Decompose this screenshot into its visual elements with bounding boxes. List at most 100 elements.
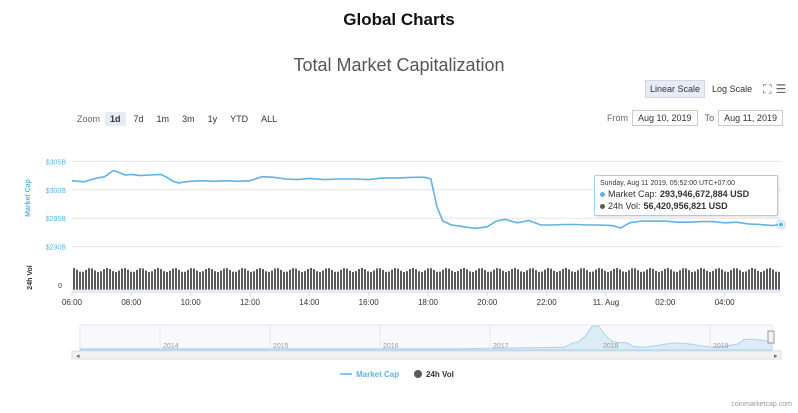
volume-bar — [274, 268, 276, 290]
volume-bar — [418, 271, 420, 290]
volume-bar — [370, 271, 372, 290]
volume-bar — [229, 269, 231, 290]
volume-bar — [85, 269, 87, 290]
volume-bar — [775, 271, 777, 290]
volume-bar — [283, 271, 285, 290]
y-tick-label: $305B — [46, 159, 67, 166]
volume-bar — [196, 270, 198, 290]
zoom-1d-button[interactable]: 1d — [105, 112, 126, 126]
volume-bar — [730, 270, 732, 290]
volume-bar — [685, 268, 687, 290]
volume-bar — [325, 268, 327, 290]
navigator-tick-label: 2014 — [163, 343, 179, 350]
volume-bar — [91, 268, 93, 290]
volume-bar — [724, 271, 726, 290]
volume-bar — [307, 269, 309, 290]
volume-bar — [496, 268, 498, 290]
navigator-handle[interactable] — [767, 330, 775, 344]
from-date-input[interactable]: Aug 10, 2019 — [632, 110, 698, 126]
navigator-tick-label: 2015 — [273, 343, 289, 350]
volume-bar — [310, 268, 312, 290]
volume-bar — [538, 271, 540, 290]
volume-bar — [397, 268, 399, 290]
volume-bar — [658, 271, 660, 290]
volume-bar — [463, 268, 465, 290]
volume-bar — [241, 268, 243, 290]
volume-bar — [82, 271, 84, 290]
x-tick-label: 10:00 — [181, 298, 202, 307]
zoom-1m-button[interactable]: 1m — [156, 114, 170, 124]
volume-bar — [763, 270, 765, 290]
zoom-1y-button[interactable]: 1y — [207, 114, 218, 124]
volume-bar — [160, 269, 162, 290]
volume-bar — [439, 271, 441, 290]
volume-bar — [253, 271, 255, 290]
volume-bar — [592, 271, 594, 290]
series-line-market-cap — [71, 169, 782, 230]
chart-tooltip: Sunday, Aug 11 2019, 05:52:00 UTC+07:00 … — [594, 175, 778, 216]
volume-bar — [181, 271, 183, 290]
scale-toggle: Linear Scale Log Scale ⛶ ☰ — [645, 80, 786, 98]
volume-bar — [577, 270, 579, 290]
log-scale-button[interactable]: Log Scale — [712, 84, 753, 94]
volume-bar — [544, 269, 546, 290]
legend-market-cap[interactable]: Market Cap — [356, 370, 399, 379]
volume-bar — [580, 268, 582, 290]
x-tick-label: 14:00 — [299, 298, 320, 307]
volume-bar — [124, 268, 126, 290]
volume-bar — [610, 270, 612, 290]
scroll-right-icon[interactable]: ▸ — [774, 352, 778, 360]
volume-bar — [541, 271, 543, 290]
volume-bar — [421, 271, 423, 290]
volume-bar — [766, 268, 768, 290]
y-tick-label: $290B — [46, 245, 67, 252]
linear-scale-button[interactable]: Linear Scale — [645, 80, 706, 98]
zoom-7d-button[interactable]: 7d — [133, 114, 144, 124]
volume-bar — [517, 269, 519, 290]
scroll-left-icon[interactable]: ◂ — [76, 352, 80, 360]
x-tick-label: 16:00 — [359, 298, 380, 307]
navigator-scrollbar[interactable] — [71, 350, 782, 360]
volume-bar — [493, 269, 495, 290]
volume-bar — [157, 268, 159, 290]
volume-bar — [595, 269, 597, 290]
volume-bar — [598, 268, 600, 290]
volume-bar — [631, 268, 633, 290]
volume-bar — [487, 271, 489, 290]
volume-bar — [664, 268, 666, 290]
volume-bar — [223, 268, 225, 290]
legend-volume[interactable]: 24h Vol — [426, 370, 454, 379]
x-tick-label: 22:00 — [537, 298, 558, 307]
volume-bar — [475, 270, 477, 290]
volume-bar — [142, 268, 144, 290]
menu-icon[interactable]: ☰ — [775, 82, 787, 96]
to-date-input[interactable]: Aug 11, 2019 — [718, 110, 783, 126]
volume-bar — [454, 271, 456, 290]
volume-bar — [232, 271, 234, 290]
volume-bar — [745, 271, 747, 290]
fullscreen-icon[interactable]: ⛶ — [763, 82, 772, 96]
volume-bar — [733, 268, 735, 290]
volume-bar — [403, 271, 405, 290]
volume-bar — [343, 268, 345, 290]
zoom-3m-button[interactable]: 3m — [182, 114, 195, 124]
volume-bar — [388, 271, 390, 290]
market-cap-dot-icon — [600, 191, 605, 197]
volume-bar — [670, 269, 672, 290]
volume-bar — [430, 268, 432, 290]
volume-bar — [139, 268, 141, 290]
volume-bar — [340, 269, 342, 290]
volume-bar — [220, 270, 222, 290]
volume-bar — [259, 268, 261, 290]
volume-bar — [247, 270, 249, 290]
volume-bar — [607, 271, 609, 290]
volume-bar — [619, 269, 621, 290]
zoom-ytd-button[interactable]: YTD — [230, 114, 249, 124]
volume-bar — [79, 271, 81, 290]
zoom-all-button[interactable]: ALL — [261, 114, 278, 124]
volume-bar — [736, 268, 738, 290]
x-tick-label: 06:00 — [62, 298, 83, 307]
volume-bar — [337, 271, 339, 290]
volume-bar — [703, 268, 705, 290]
